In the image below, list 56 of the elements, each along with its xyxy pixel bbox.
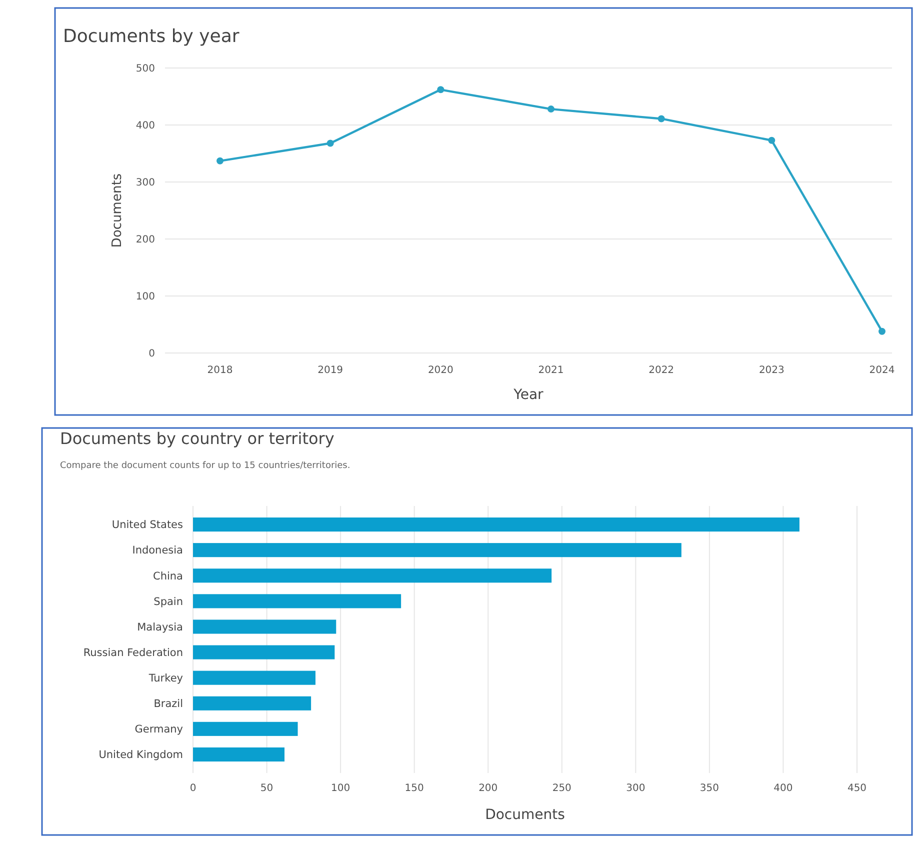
x-tick-label: 0 [190,783,196,794]
bar [193,620,336,634]
y-axis-title: Documents [110,173,125,248]
bar [193,747,284,762]
bar [193,670,316,685]
point [548,106,554,113]
x-tick-label: 2024 [869,365,895,376]
y-tick-label: Turkey [148,672,183,684]
x-tick-label: 2020 [428,365,454,376]
x-tick-label: 2023 [758,365,784,376]
y-tick-label: 500 [136,64,155,74]
x-tick-label: 350 [700,783,719,794]
chart-title: Documents by year [63,26,240,47]
x-tick-label: 400 [774,783,793,794]
point [768,136,776,144]
x-tick-label: 2019 [318,365,344,376]
bar [193,594,402,608]
x-tick-label: 300 [626,783,646,794]
y-tick-label: Malaysia [137,621,183,634]
y-tick-label: 0 [148,348,155,360]
chart-subtitle: Compare the document counts for up to 15 countries/territories. [60,461,350,471]
x-tick-label: 100 [331,783,350,794]
y-tick-label: Indonesia [132,544,183,557]
y-tick-label: 300 [136,178,155,188]
x-tick-label: 250 [552,783,572,794]
x-axis-title: Year [512,387,544,403]
y-tick-label: United States [112,519,183,532]
bar [193,696,312,710]
x-tick-label: 150 [404,783,424,794]
bar [193,645,335,660]
x-axis-title: Documents [485,807,565,823]
bar [193,543,682,558]
bar [193,568,552,583]
y-tick-label: United Kingdom [98,749,183,762]
y-tick-label: Spain [154,596,183,608]
x-tick-label: 2022 [648,365,674,376]
point [878,328,886,335]
x-tick-label: 2021 [538,365,564,376]
x-tick-label: 200 [478,783,498,794]
bar [193,518,800,532]
point [437,86,444,94]
y-tick-label: 100 [136,292,155,302]
chart-title: Documents by country or territory [60,429,334,448]
y-tick-label: Germany [134,724,183,736]
x-tick-label: 2018 [207,365,233,376]
point [216,157,224,164]
y-tick-label: Russian Federation [83,646,183,659]
y-tick-label: China [153,570,183,582]
y-tick-label: Brazil [154,698,183,710]
point [326,140,334,147]
x-tick-label: 450 [847,783,867,794]
point [658,115,665,122]
bar [193,722,298,736]
x-tick-label: 50 [260,783,274,794]
y-tick-label: 400 [136,120,155,132]
y-tick-label: 200 [136,234,155,246]
